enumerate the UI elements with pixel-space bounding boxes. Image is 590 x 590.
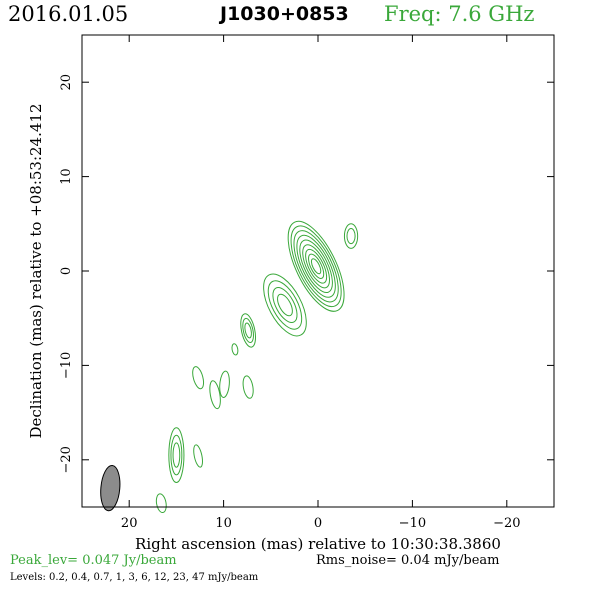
beam-ellipse-layer (100, 465, 121, 512)
contour-component (242, 375, 254, 399)
y-tick-label: 10 (59, 168, 74, 185)
contour-line (293, 230, 339, 303)
contour-line (193, 444, 203, 468)
contour-line (231, 343, 239, 356)
contour-component (155, 493, 167, 514)
beam-ellipse (100, 465, 121, 512)
y-tick-labels: 20 10 0 −10 −20 (59, 74, 74, 474)
contour-line (244, 322, 252, 339)
observation-date: 2016.01.05 (8, 2, 129, 26)
contour-line (277, 293, 293, 317)
contour-line (299, 239, 333, 294)
contour-line (343, 223, 359, 249)
contour-line (287, 220, 345, 312)
contour-line (209, 380, 221, 410)
observing-frequency: Freq: 7.6 GHz (384, 2, 535, 26)
y-tick-label: −20 (59, 446, 74, 473)
contour-component (263, 273, 307, 337)
contour-line (346, 228, 356, 245)
contour-line (310, 258, 322, 275)
contour-line (172, 442, 181, 468)
contour-component (168, 427, 185, 483)
x-tick-labels: 20 10 0 −10 −20 (121, 516, 521, 531)
contour-component (240, 313, 257, 348)
contour-line (308, 253, 325, 279)
x-tick-label: 20 (121, 516, 138, 531)
y-axis-label: Declination (mas) relative to +08:53:24.… (27, 103, 45, 438)
x-tick-label: −10 (399, 516, 426, 531)
contour-line (242, 375, 254, 399)
contour-line (155, 493, 167, 514)
x-axis-label: Right ascension (mas) relative to 10:30:… (135, 535, 501, 553)
contour-line (219, 370, 230, 398)
contour-line (263, 273, 307, 337)
contour-line (305, 248, 328, 284)
y-tick-label: −10 (59, 352, 74, 379)
contour-line (170, 434, 183, 476)
y-tick-label: 20 (59, 74, 74, 91)
contour-component (209, 380, 221, 410)
plot-frame (81, 34, 555, 508)
contour-line (296, 234, 336, 298)
x-tick-label: −20 (493, 516, 520, 531)
contour-line (192, 366, 205, 390)
contour-component (343, 223, 359, 249)
contour-layer (155, 220, 359, 514)
contour-line (240, 313, 257, 348)
source-name: J1030+0853 (220, 3, 349, 25)
contour-line (290, 225, 342, 308)
contour-line (267, 280, 303, 330)
peak-level: Peak_lev= 0.047 Jy/beam (10, 553, 177, 568)
contour-component (231, 343, 239, 356)
x-tick-label: 0 (314, 516, 322, 531)
contour-line (242, 317, 254, 344)
contour-line (302, 244, 330, 289)
contour-component (219, 370, 230, 398)
contour-component (192, 366, 205, 390)
contour-levels: Levels: 0.2, 0.4, 0.7, 1, 3, 6, 12, 23, … (10, 572, 259, 583)
contour-component (193, 444, 203, 468)
contour-line (168, 427, 185, 483)
contour-component (287, 220, 345, 312)
x-tick-label: 10 (215, 516, 232, 531)
rms-noise: Rms_noise= 0.04 mJy/beam (316, 553, 500, 568)
contour-line (272, 286, 298, 323)
axis-ticks (82, 35, 554, 507)
y-tick-label: 0 (59, 267, 74, 275)
